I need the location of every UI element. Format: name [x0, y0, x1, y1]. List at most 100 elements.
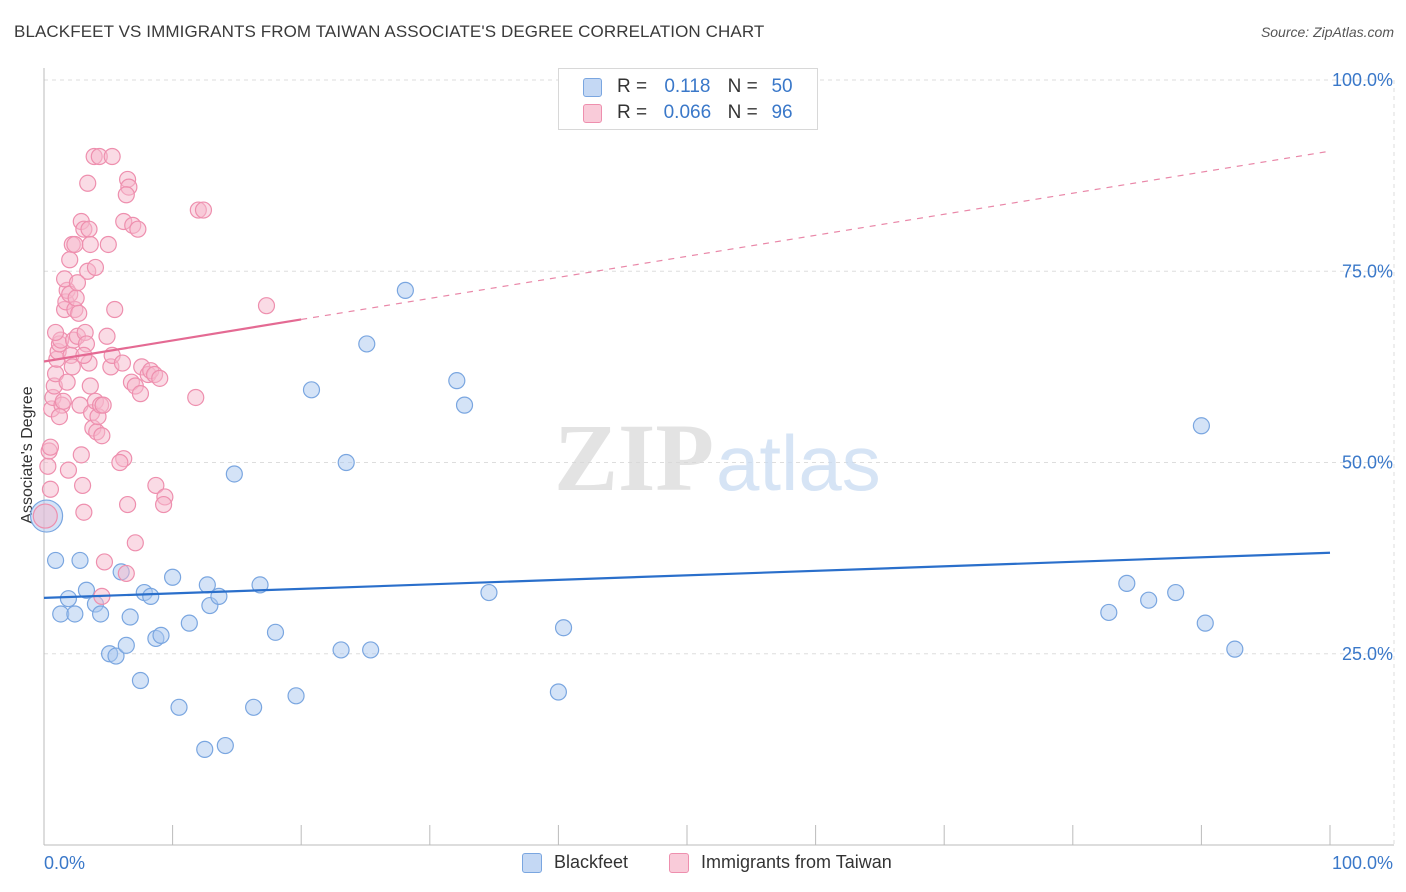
blackfeet-point-41 [549, 683, 568, 701]
taiwan-point-26 [72, 446, 90, 464]
blackfeet-point-46 [1167, 583, 1185, 602]
blackfeet-point-48 [1196, 614, 1214, 632]
taiwan-point-34 [81, 235, 99, 254]
taiwan-point-81 [95, 553, 114, 571]
blackfeet-point-1 [46, 551, 65, 570]
x-tick-label-max: 100.0% [1332, 853, 1393, 873]
taiwan-point-0 [32, 503, 58, 529]
blackfeet-point-42 [554, 619, 573, 637]
blackfeet-legend-swatch [522, 852, 542, 873]
blackfeet-point-35 [362, 641, 380, 659]
taiwan-point-59 [106, 300, 124, 319]
taiwan-point-93 [68, 274, 87, 292]
source-note: Source: ZipAtlas.com [1260, 24, 1394, 40]
taiwan-point-73 [147, 476, 165, 495]
blackfeet-point-39 [455, 396, 474, 414]
taiwan-point-39 [81, 377, 99, 395]
taiwan-point-75 [154, 495, 173, 514]
blackfeet-point-8 [91, 605, 110, 623]
blackfeet-point-27 [196, 740, 214, 758]
taiwan-point-79 [257, 297, 276, 315]
watermark-atlas: atlas [716, 419, 881, 507]
taiwan-point-3 [41, 438, 60, 456]
y-tick-label-25: 25.0% [1342, 644, 1393, 664]
r-value-taiwan: 0.066 [663, 102, 712, 123]
taiwan-point-19 [63, 358, 81, 376]
taiwan-point-22 [67, 289, 85, 307]
blackfeet-point-4 [77, 581, 96, 599]
stats-legend: R = 0.118 N = 50 R = 0.066 N = 96 [558, 68, 818, 130]
blackfeet-point-13 [164, 568, 182, 586]
taiwan-point-46 [93, 427, 111, 445]
blackfeet-point-47 [1192, 417, 1211, 435]
taiwan-point-94 [86, 258, 105, 277]
taiwan-swatch [583, 103, 602, 123]
taiwan-point-80 [59, 461, 78, 479]
taiwan-point-78 [187, 388, 205, 407]
taiwan-point-24 [70, 304, 88, 322]
blackfeet-point-19 [131, 671, 150, 690]
taiwan-point-58 [99, 235, 117, 254]
chart-title: BLACKFEET VS IMMIGRANTS FROM TAIWAN ASSO… [14, 22, 765, 41]
blackfeet-point-43 [1100, 603, 1118, 622]
taiwan-point-27 [73, 476, 92, 495]
series-legend: Blackfeet Immigrants from Taiwan [0, 852, 1406, 878]
blackfeet-point-12 [142, 587, 160, 605]
taiwan-point-87 [50, 408, 69, 426]
blackfeet-point-28 [245, 698, 263, 716]
blackfeet-point-40 [480, 583, 498, 602]
blackfeet-point-33 [332, 641, 350, 659]
blackfeet-point-36 [358, 335, 376, 353]
blackfeet-point-2 [71, 551, 89, 570]
legend-item-taiwan[interactable]: Immigrants from Taiwan [669, 852, 892, 873]
blackfeet-point-10 [121, 608, 139, 626]
stats-text-taiwan: R = 0.066 N = 96 [617, 102, 801, 124]
y-tick-label-75: 75.0% [1342, 261, 1393, 281]
blackfeet-point-49 [1226, 640, 1244, 658]
blackfeet-point-29 [251, 576, 269, 594]
blackfeet-point-20 [170, 698, 188, 716]
blackfeet-point-37 [396, 281, 414, 299]
taiwan-trend-line-extension [301, 150, 1331, 321]
blackfeet-point-6 [66, 605, 84, 623]
blackfeet-point-32 [302, 381, 321, 399]
blackfeet-trend-line [43, 551, 1331, 600]
blackfeet-point-17 [107, 647, 125, 665]
taiwan-point-48 [79, 174, 97, 192]
taiwan-point-47 [94, 396, 112, 414]
n-value-blackfeet: 50 [771, 76, 793, 97]
blackfeet-point-30 [266, 623, 285, 641]
blackfeet-point-44 [1118, 574, 1136, 592]
taiwan-point-83 [111, 453, 129, 472]
y-tick-label-50: 50.0% [1342, 453, 1393, 473]
taiwan-point-86 [46, 323, 65, 342]
r-value-blackfeet: 0.118 [664, 76, 711, 97]
taiwan-point-51 [103, 147, 121, 166]
blackfeet-point-31 [287, 687, 305, 705]
taiwan-point-89 [98, 327, 116, 345]
taiwan-point-77 [194, 201, 213, 219]
taiwan-trend-line [43, 318, 302, 363]
legend-item-blackfeet[interactable]: Blackfeet [522, 852, 628, 873]
watermark-zip: ZIP [554, 404, 714, 511]
taiwan-point-95 [41, 480, 60, 498]
taiwan-point-91 [151, 369, 169, 387]
taiwan-point-85 [61, 251, 79, 269]
taiwan-point-70 [118, 495, 137, 514]
blackfeet-point-15 [152, 626, 170, 644]
blackfeet-point-38 [448, 372, 466, 390]
taiwan-point-72 [126, 534, 144, 552]
y-tick-label-100: 100.0% [1332, 70, 1393, 90]
taiwan-point-54 [117, 186, 135, 204]
taiwan-point-90 [131, 385, 150, 403]
taiwan-point-13 [54, 392, 72, 410]
taiwan-point-1 [39, 457, 57, 475]
blackfeet-point-25 [216, 736, 234, 755]
blackfeet-point-21 [180, 614, 198, 632]
n-value-taiwan: 96 [771, 102, 793, 123]
blackfeet-point-18 [117, 636, 135, 654]
blackfeet-point-45 [1140, 591, 1158, 609]
taiwan-point-30 [66, 235, 84, 254]
taiwan-point-71 [117, 564, 135, 583]
taiwan-point-33 [80, 220, 98, 238]
